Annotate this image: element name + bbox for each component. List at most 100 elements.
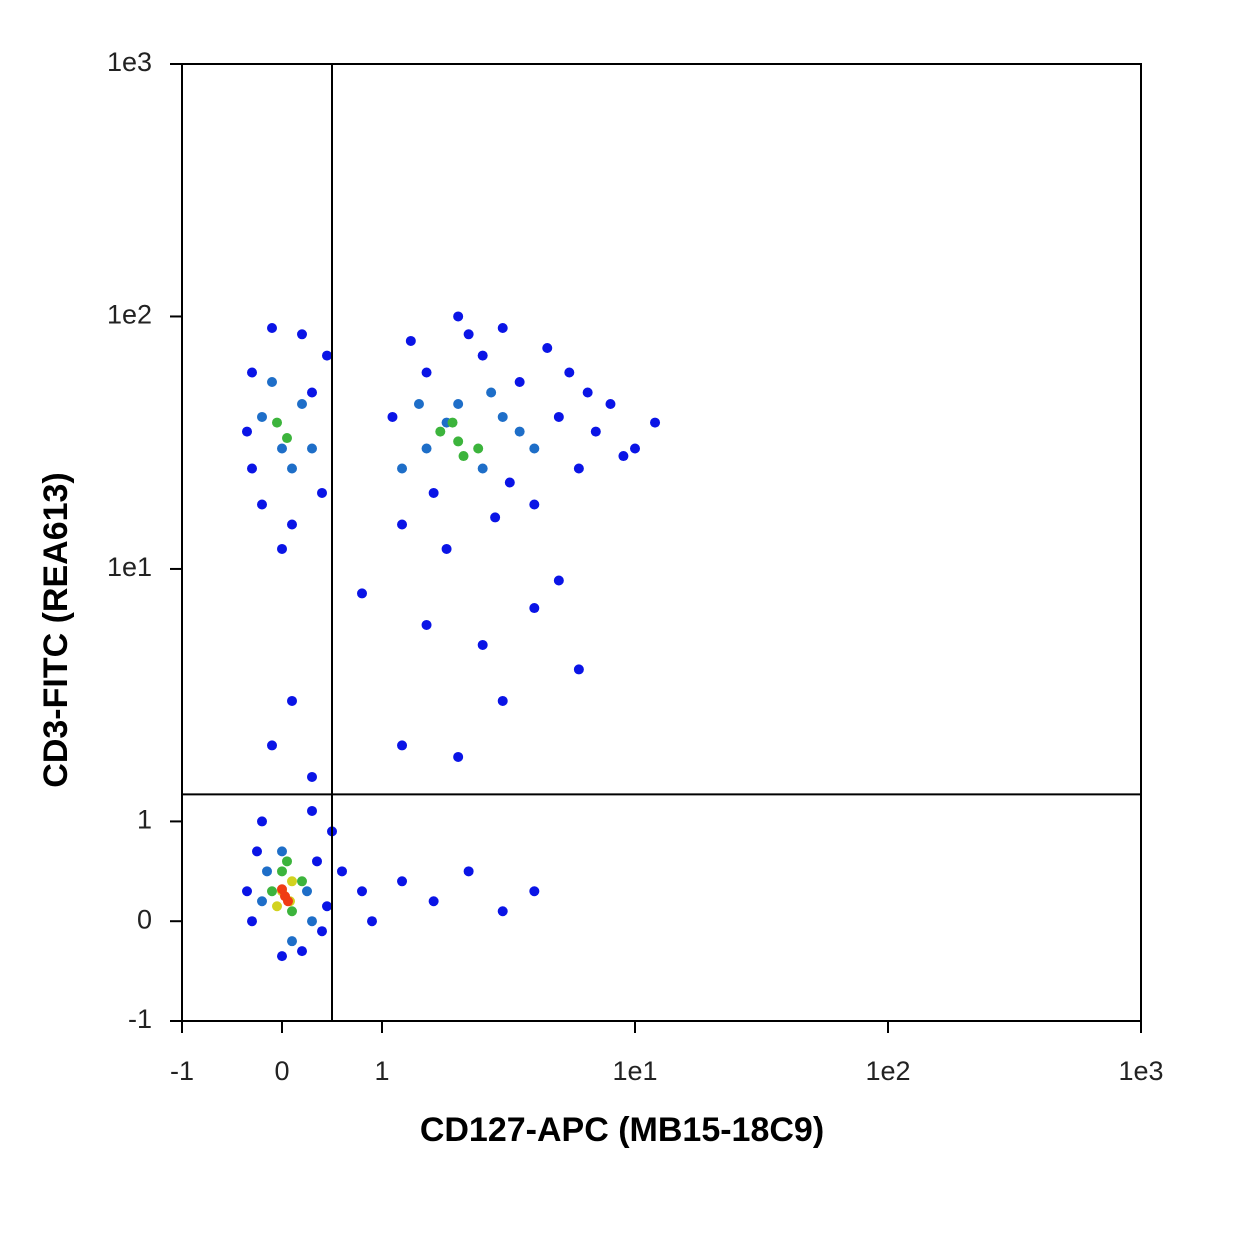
- event-point: [337, 866, 347, 877]
- event-point: [307, 771, 317, 782]
- event-point: [573, 664, 584, 675]
- event-point: [463, 866, 474, 877]
- plot-frame: [181, 63, 1142, 1022]
- x-tick-label: 1e2: [865, 1056, 910, 1086]
- event-point: [322, 901, 332, 912]
- event-point: [287, 463, 297, 474]
- event-point: [421, 367, 432, 378]
- event-point: [247, 463, 257, 474]
- event-point: [553, 411, 564, 422]
- event-point: [542, 343, 553, 354]
- event-point: [247, 367, 257, 378]
- event-point: [618, 451, 629, 462]
- event-point: [267, 740, 277, 751]
- event-point: [458, 451, 469, 462]
- x-tick-label: 1: [374, 1056, 389, 1086]
- event-point: [477, 463, 488, 474]
- y-tick-label: 1e3: [107, 47, 152, 77]
- event-point: [277, 884, 287, 895]
- event-point: [297, 399, 307, 410]
- event-point: [302, 886, 312, 897]
- event-point: [277, 866, 287, 877]
- event-point: [564, 367, 575, 378]
- event-point: [428, 487, 439, 498]
- event-point: [277, 443, 287, 454]
- x-tick-label: 1e3: [1118, 1056, 1163, 1086]
- event-point: [307, 805, 317, 816]
- event-point: [297, 329, 307, 340]
- event-point: [283, 896, 293, 907]
- event-point: [242, 886, 252, 897]
- event-point: [477, 350, 488, 361]
- event-point: [397, 740, 408, 751]
- y-tick-label: 1: [137, 805, 152, 835]
- event-point: [277, 846, 287, 857]
- x-axis-title: CD127-APC (MB15-18C9): [420, 1111, 824, 1149]
- event-point: [252, 846, 262, 857]
- event-point: [387, 411, 398, 422]
- event-point: [257, 896, 267, 907]
- event-point: [317, 487, 327, 498]
- event-point: [453, 436, 464, 447]
- y-tick-label: 1e2: [107, 300, 152, 330]
- event-point: [473, 443, 484, 454]
- event-point: [367, 916, 377, 927]
- event-point: [297, 876, 307, 887]
- event-point: [307, 916, 317, 927]
- event-point: [529, 499, 540, 510]
- event-point: [573, 463, 584, 474]
- event-point: [277, 543, 287, 554]
- event-point: [453, 311, 464, 322]
- event-point: [282, 433, 292, 444]
- event-point: [297, 946, 307, 957]
- event-point: [397, 463, 408, 474]
- event-point: [504, 477, 515, 488]
- event-point: [497, 411, 508, 422]
- event-point: [590, 426, 601, 437]
- event-point: [650, 417, 661, 428]
- y-tick-label: -1: [128, 1004, 152, 1034]
- event-point: [435, 426, 446, 437]
- event-point: [453, 751, 464, 762]
- event-point: [486, 387, 497, 398]
- event-point: [497, 323, 508, 334]
- event-point: [322, 350, 332, 361]
- event-point: [287, 906, 297, 917]
- event-point: [514, 377, 525, 388]
- event-point: [257, 499, 267, 510]
- event-point: [453, 399, 464, 410]
- event-point: [272, 417, 282, 428]
- x-tick-label: 1e1: [612, 1056, 657, 1086]
- event-point: [421, 619, 432, 630]
- event-point: [447, 417, 458, 428]
- event-point: [312, 856, 322, 867]
- event-point: [287, 876, 297, 887]
- event-point: [262, 866, 272, 877]
- event-point: [307, 443, 317, 454]
- event-point: [413, 399, 424, 410]
- y-tick-label: 0: [137, 904, 152, 934]
- event-point: [490, 512, 501, 523]
- event-point: [247, 916, 257, 927]
- event-point: [357, 588, 367, 599]
- event-point: [582, 387, 593, 398]
- event-point: [514, 426, 525, 437]
- x-tick-label: -1: [170, 1056, 194, 1086]
- event-point: [477, 639, 488, 650]
- event-point: [287, 695, 297, 706]
- y-axis-title: CD3-FITC (REA613): [37, 472, 75, 787]
- event-point: [441, 543, 452, 554]
- event-point: [307, 387, 317, 398]
- event-point: [282, 856, 292, 867]
- event-point: [497, 906, 508, 917]
- event-point: [630, 443, 640, 454]
- event-point: [529, 886, 540, 897]
- event-point: [277, 951, 287, 962]
- event-point: [272, 901, 282, 912]
- event-point: [529, 603, 540, 614]
- event-point: [242, 426, 252, 437]
- event-point: [267, 323, 277, 334]
- event-point: [287, 936, 297, 947]
- event-point: [267, 377, 277, 388]
